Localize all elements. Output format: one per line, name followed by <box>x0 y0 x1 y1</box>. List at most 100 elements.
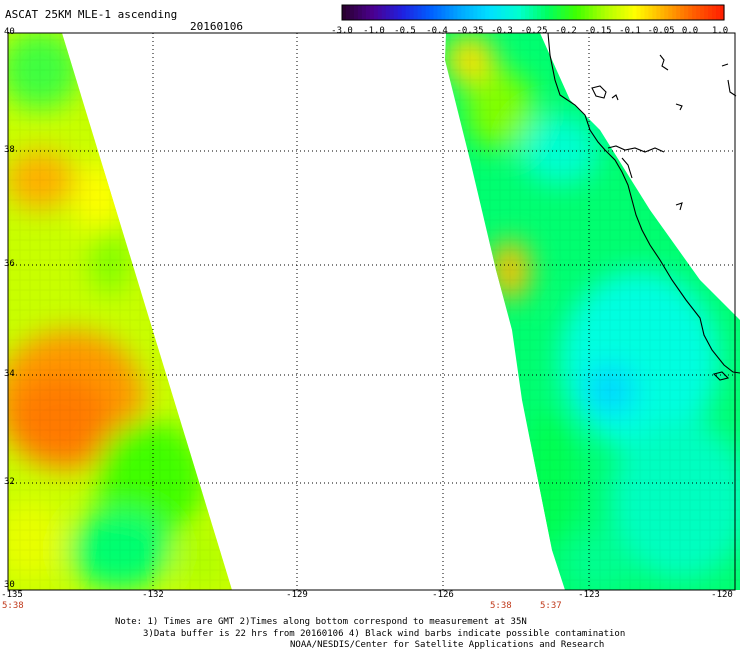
colorbar-cell <box>401 5 407 20</box>
colorbar-cell <box>680 5 685 20</box>
pass-time-right-a: 5:38 <box>490 601 512 611</box>
colorbar-cell <box>608 5 614 20</box>
lon-label: -135 <box>1 590 23 600</box>
lat-label-34: 34 <box>4 369 15 379</box>
lat-label-40: 40 <box>4 27 15 37</box>
colorbar-label: -0.25 <box>520 26 548 36</box>
colorbar-cell <box>572 5 578 20</box>
lat-label-30: 30 <box>4 580 15 590</box>
colorbar-cell <box>688 5 693 20</box>
colorbar-label: -0.5 <box>394 26 416 36</box>
footer-note-1: Note: 1) Times are GMT 2)Times along bot… <box>115 617 527 627</box>
colorbar-cell <box>377 5 383 20</box>
colorbar-cell <box>449 5 455 20</box>
colorbar-cell <box>576 5 582 20</box>
colorbar-label: -0.2 <box>555 26 577 36</box>
colorbar-cell <box>349 5 355 20</box>
colorbar-cell <box>421 5 427 20</box>
colorbar-cell <box>624 5 630 20</box>
colorbar-cell <box>536 5 542 20</box>
colorbar-cell <box>636 5 642 20</box>
colorbar-cell <box>457 5 462 20</box>
left-swath <box>8 33 232 590</box>
colorbar-cell <box>600 5 606 20</box>
colorbar-cell <box>461 5 466 20</box>
colorbar-cell <box>465 5 470 20</box>
colorbar-cell <box>485 5 490 20</box>
colorbar-label: 1.0 <box>711 26 729 36</box>
colorbar-cell <box>441 5 447 20</box>
colorbar-cell <box>652 5 657 20</box>
colorbar-cell <box>517 5 522 20</box>
footer-note-3: NOAA/NESDIS/Center for Satellite Applica… <box>290 640 605 650</box>
colorbar <box>342 5 725 20</box>
colorbar-cell <box>369 5 375 20</box>
colorbar-cell <box>397 5 403 20</box>
colorbar-cell <box>668 5 673 20</box>
colorbar-cell <box>648 5 653 20</box>
colorbar-cell <box>708 5 713 20</box>
colorbar-label: -0.1 <box>619 26 641 36</box>
colorbar-cell <box>684 5 689 20</box>
colorbar-cell <box>445 5 451 20</box>
colorbar-cell <box>497 5 502 20</box>
colorbar-cell <box>357 5 363 20</box>
colorbar-cell <box>505 5 510 20</box>
colorbar-cell <box>393 5 399 20</box>
colorbar-cell <box>501 5 506 20</box>
colorbar-cell <box>373 5 379 20</box>
lon-label: -129 <box>286 590 308 600</box>
colorbar-label: -0.15 <box>584 26 612 36</box>
colorbar-cell <box>353 5 359 20</box>
right-swath <box>445 33 740 590</box>
colorbar-cell <box>548 5 554 20</box>
colorbar-cell <box>644 5 649 20</box>
colorbar-cell <box>540 5 546 20</box>
colorbar-frame <box>341 4 725 21</box>
colorbar-cell <box>660 5 665 20</box>
colorbar-cell <box>568 5 574 20</box>
colorbar-cell <box>616 5 622 20</box>
colorbar-cell <box>413 5 419 20</box>
colorbar-cell <box>596 5 602 20</box>
colorbar-cell <box>692 5 697 20</box>
lat-label-38: 38 <box>4 145 15 155</box>
colorbar-cell <box>513 5 518 20</box>
colorbar-cell <box>525 5 530 20</box>
colorbar-cell <box>429 5 435 20</box>
colorbar-label: -0.3 <box>491 26 513 36</box>
lon-label: -132 <box>142 590 164 600</box>
colorbar-cell <box>405 5 411 20</box>
plot-frame <box>7 32 736 591</box>
colorbar-cell <box>588 5 594 20</box>
colorbar-label: -3.0 <box>331 26 353 36</box>
colorbar-cell <box>640 5 646 20</box>
colorbar-cell <box>556 5 562 20</box>
lon-label: -120 <box>711 590 733 600</box>
colorbar-label: -0.35 <box>456 26 484 36</box>
colorbar-cell <box>592 5 598 20</box>
colorbar-cell <box>477 5 482 20</box>
colorbar-cell <box>425 5 431 20</box>
colorbar-cell <box>481 5 486 20</box>
colorbar-cell <box>676 5 681 20</box>
colorbar-cell <box>453 5 458 20</box>
colorbar-cell <box>720 5 725 20</box>
colorbar-cell <box>716 5 721 20</box>
colorbar-cell <box>584 5 590 20</box>
colorbar-cell <box>417 5 423 20</box>
lon-label: -126 <box>432 590 454 600</box>
colorbar-cell <box>672 5 677 20</box>
pass-time-right-b: 5:37 <box>540 601 562 611</box>
colorbar-cell <box>620 5 626 20</box>
colorbar-cell <box>365 5 371 20</box>
colorbar-cell <box>409 5 415 20</box>
colorbar-cell <box>342 5 347 20</box>
colorbar-cell <box>560 5 566 20</box>
colorbar-cell <box>361 5 367 20</box>
colorbar-cell <box>704 5 709 20</box>
colorbar-cell <box>437 5 443 20</box>
colorbar-cell <box>564 5 570 20</box>
lat-label-36: 36 <box>4 259 15 269</box>
